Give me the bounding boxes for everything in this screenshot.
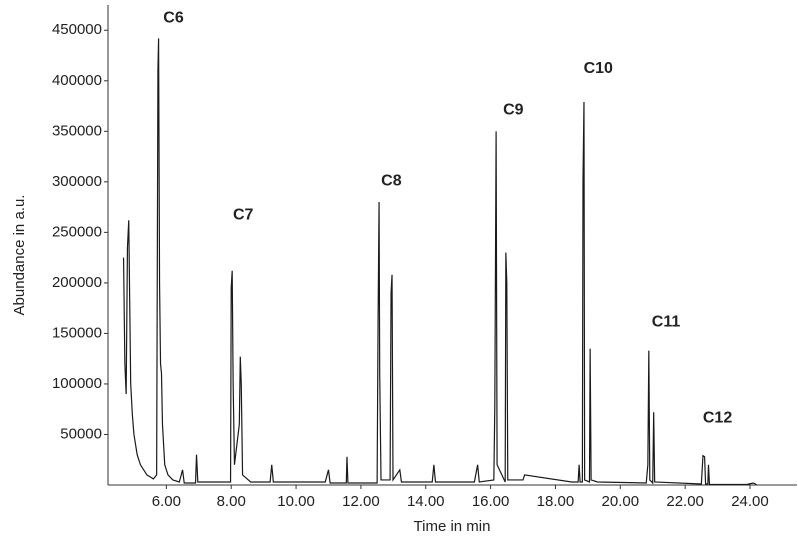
x-tick-label: 16.00 bbox=[472, 493, 510, 510]
x-tick-label: 18.00 bbox=[537, 493, 575, 510]
x-tick-label: 14.00 bbox=[407, 493, 445, 510]
peak-label: C11 bbox=[652, 314, 681, 331]
y-tick-label: 450000 bbox=[52, 21, 102, 38]
peak-label: C8 bbox=[381, 172, 402, 189]
y-tick-label: 150000 bbox=[52, 324, 102, 341]
y-tick-label: 300000 bbox=[52, 173, 102, 190]
y-tick-label: 100000 bbox=[52, 375, 102, 392]
y-tick-label: 50000 bbox=[60, 425, 102, 442]
x-tick-label: 8.00 bbox=[217, 493, 246, 510]
x-tick-label: 24.00 bbox=[731, 493, 769, 510]
peak-label: C9 bbox=[503, 101, 524, 118]
y-tick-label: 200000 bbox=[52, 274, 102, 291]
trace bbox=[122, 38, 757, 486]
y-tick-label: 350000 bbox=[52, 122, 102, 139]
y-tick-label: 250000 bbox=[52, 223, 102, 240]
x-tick-label: 22.00 bbox=[666, 493, 704, 510]
peak-label: C6 bbox=[163, 9, 184, 26]
x-tick-label: 12.00 bbox=[342, 493, 380, 510]
x-axis-label: Time in min bbox=[414, 518, 491, 535]
y-tick-label: 400000 bbox=[52, 72, 102, 89]
x-tick-label: 10.00 bbox=[277, 493, 315, 510]
y-axis-label: Abundance in a.u. bbox=[11, 195, 28, 316]
peak-label: C10 bbox=[584, 60, 613, 77]
x-tick-label: 20.00 bbox=[602, 493, 640, 510]
x-tick-label: 6.00 bbox=[152, 493, 181, 510]
peak-label: C7 bbox=[233, 206, 254, 223]
peak-label: C12 bbox=[703, 410, 732, 427]
